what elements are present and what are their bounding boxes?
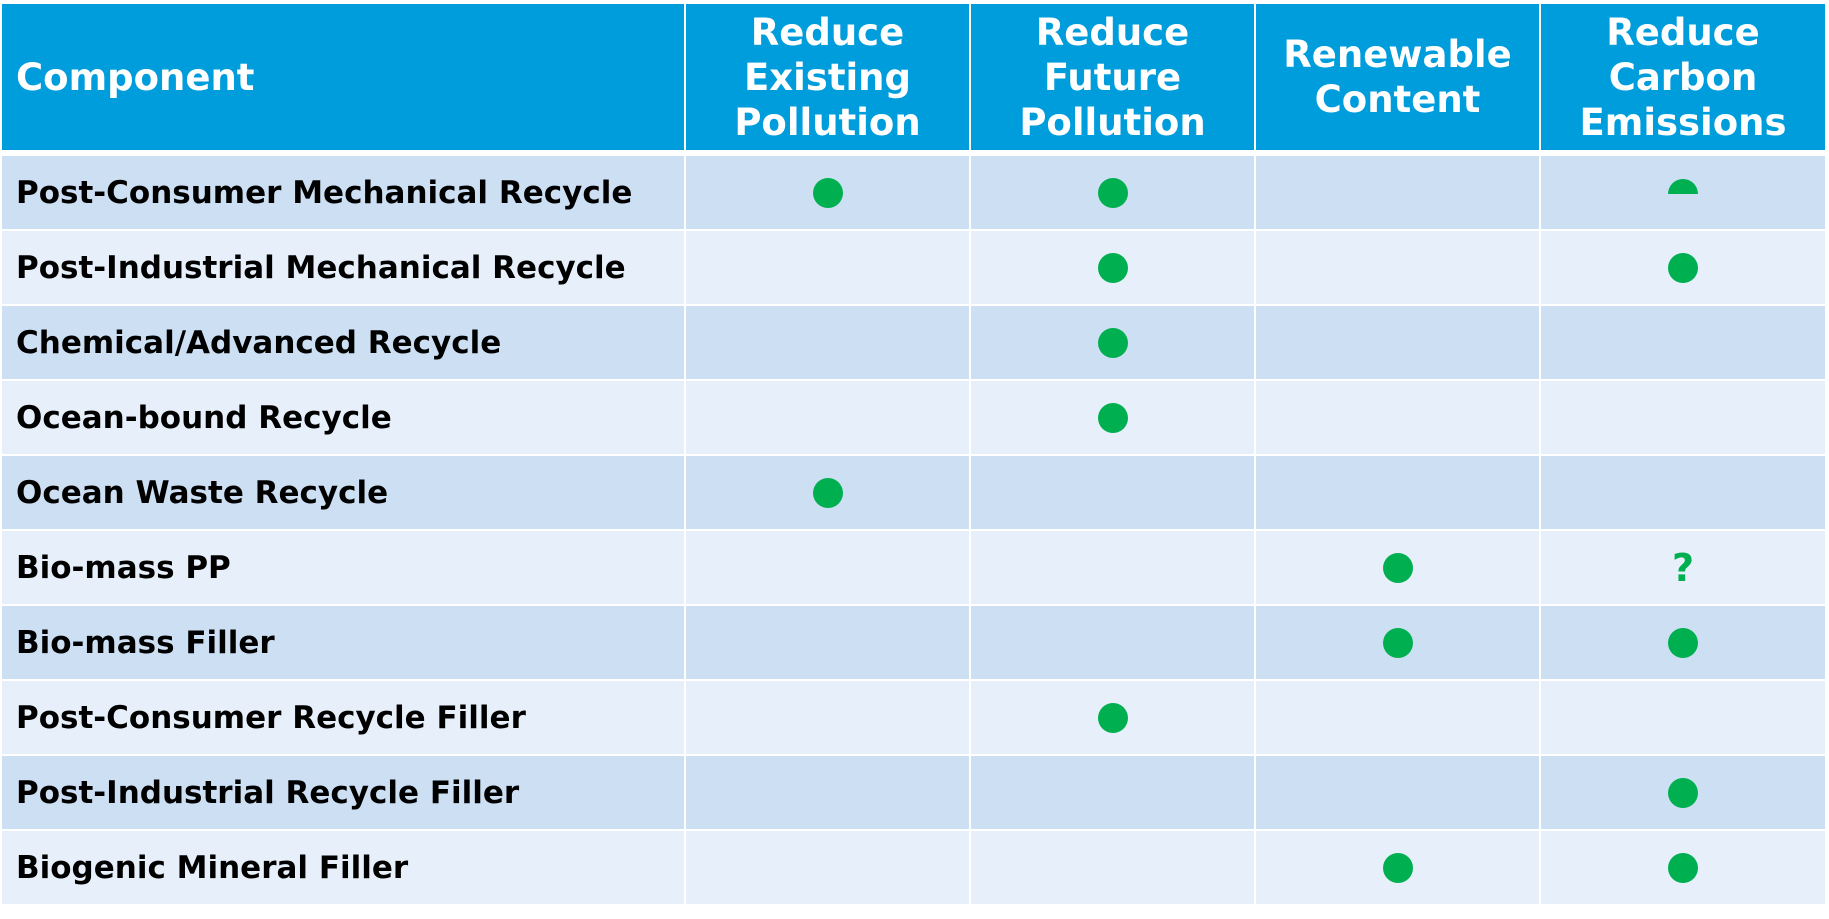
- criterion-cell: [970, 455, 1256, 531]
- column-header-line: Component: [16, 55, 255, 99]
- filled-circle-icon: [1097, 402, 1128, 433]
- column-header-3: Renewable Content: [1255, 4, 1541, 156]
- criterion-cell: [685, 605, 971, 681]
- criterion-cell: ?: [1540, 530, 1825, 606]
- component-name: Bio-mass PP: [2, 530, 686, 606]
- criterion-cell: [685, 755, 971, 831]
- filled-circle-icon: [1382, 627, 1413, 658]
- criterion-cell: [1255, 680, 1541, 756]
- table-row: Bio-mass PP?: [2, 530, 1825, 606]
- criterion-cell: [970, 605, 1256, 681]
- column-header-line: Pollution: [1019, 100, 1206, 144]
- component-name: Ocean-bound Recycle: [2, 380, 686, 456]
- component-name: Post-Consumer Mechanical Recycle: [2, 153, 686, 231]
- component-name: Biogenic Mineral Filler: [2, 830, 686, 906]
- column-header-line: Existing: [743, 55, 912, 99]
- criterion-cell: [1255, 305, 1541, 381]
- header-row: Component Reduce Existing Pollution Reduce Fu…: [2, 4, 1825, 156]
- table-row: Post-Consumer Recycle Filler: [2, 680, 1825, 756]
- criterion-cell: [970, 380, 1256, 456]
- component-name: Post-Industrial Recycle Filler: [2, 755, 686, 831]
- criterion-cell: [970, 230, 1256, 306]
- column-header-4: Reduce Carbon Emissions: [1540, 4, 1825, 156]
- criterion-cell: [970, 153, 1256, 231]
- filled-circle-icon: [1668, 777, 1698, 808]
- filled-circle-icon: [812, 477, 843, 508]
- criterion-cell: [1540, 830, 1825, 906]
- filled-circle-icon: [1097, 327, 1128, 358]
- criterion-cell: [685, 530, 971, 606]
- criterion-cell: [1540, 455, 1825, 531]
- criterion-cell: [1540, 305, 1825, 381]
- filled-circle-icon: [1097, 177, 1128, 208]
- component-name: Post-Consumer Recycle Filler: [2, 680, 686, 756]
- filled-circle-icon: [1668, 627, 1698, 658]
- column-header-component: Component: [2, 4, 686, 156]
- criterion-cell: [1540, 755, 1825, 831]
- criterion-cell: [685, 305, 971, 381]
- criterion-cell: [1540, 230, 1825, 306]
- column-header-line: Reduce: [1035, 10, 1190, 54]
- component-matrix-table: Component Reduce Existing Pollution Reduce Fu…: [2, 4, 1825, 906]
- criterion-cell: [970, 530, 1256, 606]
- column-header-line: Emissions: [1579, 100, 1787, 144]
- component-name: Ocean Waste Recycle: [2, 455, 686, 531]
- column-header-line: Pollution: [734, 100, 921, 144]
- criterion-cell: [1255, 605, 1541, 681]
- criterion-cell: [1540, 605, 1825, 681]
- criterion-cell: [685, 455, 971, 531]
- criterion-cell: [1540, 680, 1825, 756]
- filled-circle-icon: [1382, 552, 1413, 583]
- filled-circle-icon: [1382, 852, 1413, 883]
- criterion-cell: [685, 830, 971, 906]
- component-name: Post-Industrial Mechanical Recycle: [2, 230, 686, 306]
- table-body: Post-Consumer Mechanical Recycle Post-Ind…: [2, 153, 1825, 906]
- criterion-cell: [970, 830, 1256, 906]
- criterion-cell: [1255, 830, 1541, 906]
- table-row: Biogenic Mineral Filler: [2, 830, 1825, 906]
- column-header-line: Carbon: [1608, 55, 1758, 99]
- half-circle-icon: [1668, 179, 1698, 194]
- component-name: Bio-mass Filler: [2, 605, 686, 681]
- component-name: Chemical/Advanced Recycle: [2, 305, 686, 381]
- column-header-line: Content: [1314, 78, 1481, 121]
- criterion-cell: [1255, 230, 1541, 306]
- table-row: Chemical/Advanced Recycle: [2, 305, 1825, 381]
- criterion-cell: [1255, 153, 1541, 231]
- criterion-cell: [1255, 380, 1541, 456]
- column-header-2: Reduce Future Pollution: [970, 4, 1256, 156]
- criterion-cell: [970, 305, 1256, 381]
- filled-circle-icon: [1097, 702, 1128, 733]
- criterion-cell: [1255, 455, 1541, 531]
- criterion-cell: [1540, 380, 1825, 456]
- filled-circle-icon: [1668, 252, 1698, 283]
- table-row: Ocean Waste Recycle: [2, 455, 1825, 531]
- criterion-cell: [970, 680, 1256, 756]
- column-header-line: Reduce: [750, 10, 905, 54]
- criterion-cell: [685, 380, 971, 456]
- criterion-cell: [970, 755, 1256, 831]
- filled-circle-icon: [812, 177, 843, 208]
- table-row: Bio-mass Filler: [2, 605, 1825, 681]
- column-header-line: Future: [1043, 55, 1182, 99]
- question-mark-icon: ?: [1671, 545, 1695, 590]
- criterion-cell: [685, 230, 971, 306]
- column-header-line: Renewable: [1283, 33, 1512, 76]
- table-row: Ocean-bound Recycle: [2, 380, 1825, 456]
- filled-circle-icon: [1668, 852, 1698, 883]
- table-row: Post-Industrial Mechanical Recycle: [2, 230, 1825, 306]
- criterion-cell: [685, 153, 971, 231]
- column-header-1: Reduce Existing Pollution: [685, 4, 971, 156]
- table-row: Post-Industrial Recycle Filler: [2, 755, 1825, 831]
- table-row: Post-Consumer Mechanical Recycle: [2, 153, 1825, 231]
- criterion-cell: [1255, 755, 1541, 831]
- criterion-cell: [1255, 530, 1541, 606]
- criterion-cell: [1540, 153, 1825, 231]
- column-header-line: Reduce: [1606, 10, 1760, 54]
- criterion-cell: [685, 680, 971, 756]
- filled-circle-icon: [1097, 252, 1128, 283]
